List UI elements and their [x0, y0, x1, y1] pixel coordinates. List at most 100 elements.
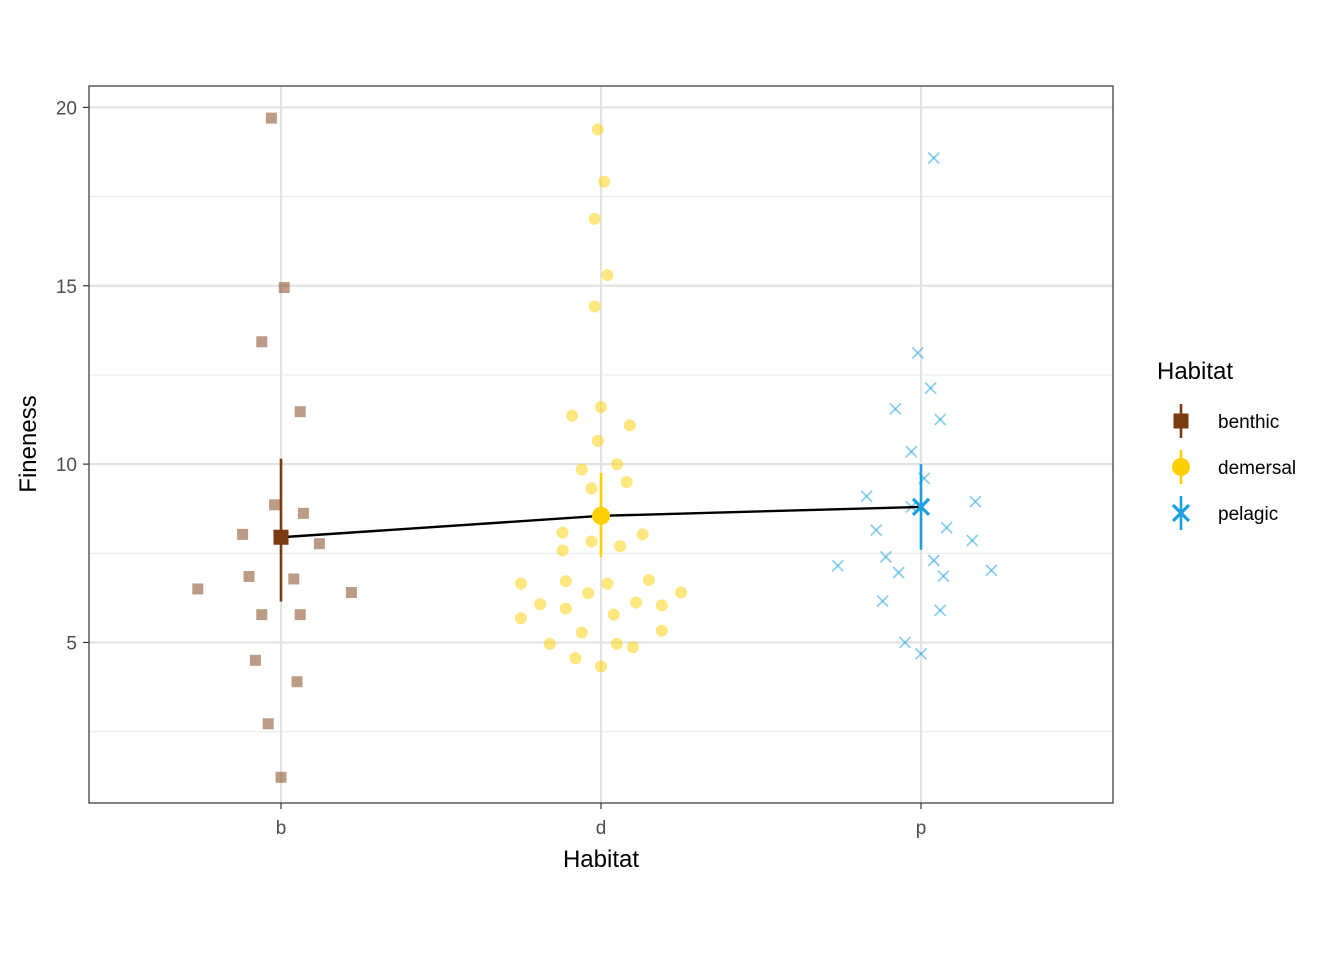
data-point-pelagic-stroke: [927, 554, 940, 567]
data-point-demersal: [601, 577, 614, 590]
x-tick-label: d: [596, 818, 607, 839]
legend-key-symbol: [1172, 458, 1190, 476]
data-point-demersal: [585, 535, 598, 548]
data-point-benthic: [278, 282, 290, 294]
data-point-demersal: [591, 123, 604, 136]
data-point-benthic: [269, 499, 281, 511]
data-point-demersal: [559, 575, 572, 588]
legend-key-symbol: [1171, 503, 1191, 523]
data-point-benthic: [256, 336, 268, 348]
data-point-pelagic-stroke: [927, 151, 940, 165]
data-point-demersal: [588, 212, 601, 225]
data-point-benthic: [256, 609, 268, 621]
data-point-pelagic-stroke: [934, 413, 947, 426]
data-point-pelagic-stroke: [870, 523, 883, 537]
y-tick-label: 10: [56, 455, 77, 476]
data-point-demersal: [515, 577, 527, 590]
data-point-demersal: [582, 587, 595, 600]
x-axis-title: Habitat: [563, 846, 639, 873]
data-point-demersal: [595, 401, 607, 414]
data-point-benthic: [291, 676, 303, 688]
data-point-benthic: [345, 587, 357, 599]
legend-title: Habitat: [1157, 358, 1233, 385]
data-point-benthic: [192, 583, 204, 595]
data-point-demersal: [575, 463, 588, 476]
data-point-pelagic-stroke: [924, 382, 937, 395]
data-point-benthic: [313, 538, 325, 550]
data-point-pelagic: [889, 402, 902, 415]
data-point-pelagic: [924, 382, 937, 395]
data-point-demersal: [569, 652, 582, 665]
data-point-demersal: [614, 540, 627, 553]
legend-label-benthic: benthic: [1218, 412, 1279, 433]
data-point-benthic: [297, 507, 309, 519]
data-point-pelagic: [905, 445, 918, 458]
data-point-benthic: [275, 771, 287, 783]
legend-key-benthic: benthic: [1173, 404, 1279, 438]
data-point-pelagic-stroke: [969, 495, 982, 508]
data-point-benthic: [249, 654, 261, 666]
data-point-pelagic: [860, 490, 873, 503]
data-point-demersal: [623, 419, 636, 432]
data-point-pelagic-stroke: [940, 521, 953, 534]
data-point-pelagic: [934, 604, 947, 617]
data-point-pelagic: [927, 554, 940, 567]
data-point-demersal: [575, 626, 588, 639]
legend-label-demersal: demersal: [1218, 458, 1296, 479]
data-point-demersal: [566, 409, 579, 422]
data-point-benthic: [262, 718, 274, 730]
data-point-pelagic: [879, 550, 892, 564]
data-point-demersal: [675, 586, 687, 599]
data-point-demersal: [655, 624, 668, 637]
data-point-pelagic-stroke: [937, 569, 950, 583]
data-point-demersal: [588, 300, 601, 313]
x-tick-label: b: [276, 818, 287, 839]
data-point-demersal: [643, 574, 655, 587]
legend-label-pelagic: pelagic: [1218, 504, 1278, 525]
data-point-demersal: [515, 612, 527, 625]
means-layer: [273, 497, 931, 545]
data-point-pelagic: [911, 346, 924, 359]
data-point-demersal: [585, 482, 598, 495]
legend-key-demersal: demersal: [1172, 450, 1296, 484]
data-point-pelagic-stroke: [911, 346, 924, 359]
data-point-demersal: [556, 544, 569, 557]
x-tick-label: p: [916, 818, 927, 839]
data-point-benthic: [288, 573, 300, 585]
data-point-pelagic-stroke: [876, 594, 889, 608]
data-point-demersal: [591, 434, 604, 447]
legend-key-pelagic: pelagic: [1171, 496, 1278, 530]
mean-marker-demersal: [592, 506, 610, 525]
data-point-pelagic: [937, 569, 950, 583]
data-point-benthic: [243, 570, 255, 582]
axis-ticks: [83, 106, 922, 809]
y-tick-label: 20: [56, 98, 77, 119]
data-point-benthic: [237, 528, 249, 540]
data-point-benthic: [265, 112, 277, 124]
data-point-demersal: [611, 637, 623, 650]
points-layer: [192, 112, 998, 783]
data-point-demersal: [543, 637, 556, 650]
data-point-demersal: [655, 599, 668, 612]
data-point-demersal: [598, 175, 611, 188]
legend-keys: benthic demersal pelagic: [1171, 404, 1296, 530]
data-point-demersal: [620, 475, 633, 488]
data-point-pelagic-stroke: [966, 534, 979, 547]
data-point-pelagic-stroke: [879, 550, 892, 564]
data-point-pelagic-stroke: [985, 564, 998, 577]
data-point-pelagic-stroke: [860, 490, 873, 503]
data-point-demersal: [636, 528, 649, 541]
data-point-pelagic-stroke: [934, 604, 947, 617]
data-point-demersal: [559, 602, 572, 615]
data-point-pelagic: [969, 495, 982, 508]
data-point-pelagic-stroke: [905, 445, 918, 458]
data-point-pelagic-stroke: [898, 636, 912, 649]
data-point-pelagic: [892, 566, 905, 579]
data-point-demersal: [611, 458, 623, 471]
data-point-pelagic-stroke: [889, 402, 902, 415]
data-point-pelagic: [966, 534, 979, 547]
data-point-pelagic: [831, 559, 844, 572]
legend-key-symbol-stroke: [1171, 503, 1191, 523]
